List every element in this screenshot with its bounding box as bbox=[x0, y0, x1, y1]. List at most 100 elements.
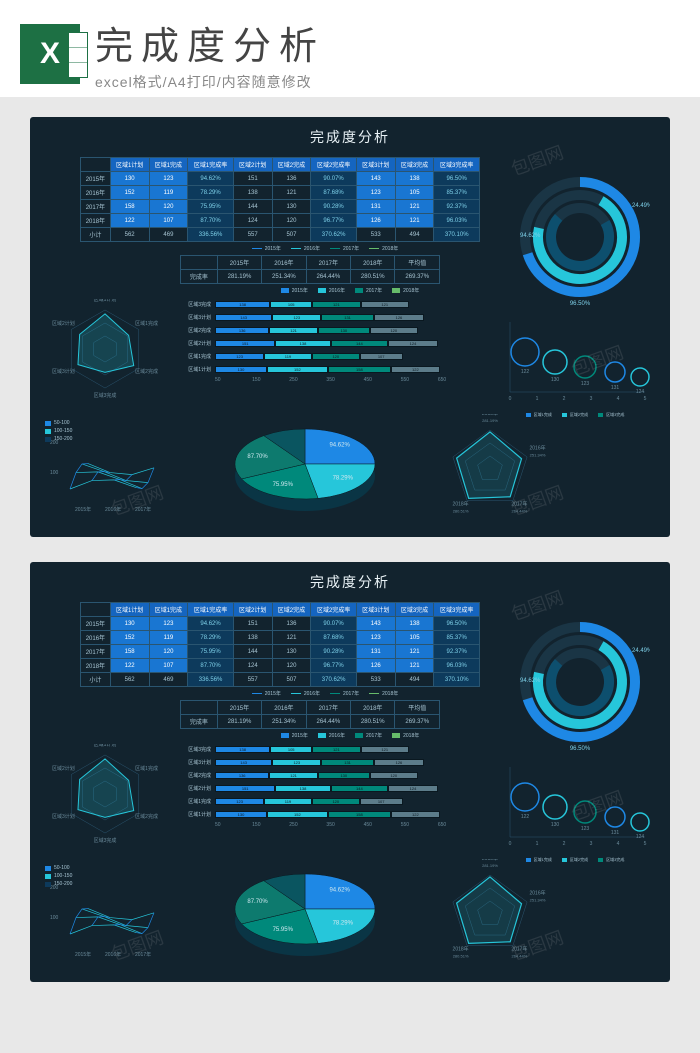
table-header: 区域3完成率 bbox=[434, 158, 480, 172]
donut-chart: 24.49%96.50%94.62% bbox=[510, 612, 650, 752]
table-header: 区域1完成率 bbox=[188, 603, 234, 617]
donut-chart: 24.49%96.50%94.62% bbox=[510, 167, 650, 307]
svg-text:75.95%: 75.95% bbox=[273, 927, 294, 933]
table-cell: 96.03% bbox=[434, 659, 480, 673]
sum-header: 2018年 bbox=[351, 701, 395, 715]
stacked-bar-chart: 区域3完成138105121121区域3计划143123131126区域2完成1… bbox=[175, 299, 475, 399]
table-cell: 533 bbox=[356, 228, 395, 242]
hero-header: X 完成度分析 excel格式/A4打印/内容随意修改 bbox=[0, 0, 700, 97]
table-cell: 2015年 bbox=[81, 172, 111, 186]
sum-cell: 281.19% bbox=[217, 715, 261, 729]
sum-cell: 251.34% bbox=[262, 270, 306, 284]
svg-text:0: 0 bbox=[509, 841, 512, 847]
svg-text:78.29%: 78.29% bbox=[333, 921, 354, 927]
main-data-table: 区域1计划区域1完成区域1完成率区域2计划区域2完成区域2完成率区域3计划区域3… bbox=[80, 602, 480, 687]
radar-chart-2: 2015年281.19%2016年251.34%2017年264.44%2018… bbox=[425, 414, 555, 524]
svg-text:2017年: 2017年 bbox=[511, 500, 527, 507]
hero-subtitle: excel格式/A4打印/内容随意修改 bbox=[95, 72, 325, 92]
table-cell: 121 bbox=[395, 214, 434, 228]
svg-text:2017年: 2017年 bbox=[511, 945, 527, 952]
table-cell: 2016年 bbox=[81, 186, 111, 200]
sum-header: 平均值 bbox=[395, 256, 440, 270]
table-cell: 131 bbox=[356, 645, 395, 659]
svg-text:24.49%: 24.49% bbox=[632, 648, 650, 654]
table-cell: 122 bbox=[110, 659, 149, 673]
pie-3d-chart: 94.62%78.29%75.95%87.70% bbox=[200, 409, 410, 529]
table-header: 区域1完成 bbox=[149, 158, 188, 172]
table-cell: 119 bbox=[149, 186, 188, 200]
table-cell: 121 bbox=[272, 186, 311, 200]
svg-text:2016年: 2016年 bbox=[529, 445, 545, 452]
table-header: 区域1完成率 bbox=[188, 158, 234, 172]
table-cell: 92.37% bbox=[434, 645, 480, 659]
table-cell: 105 bbox=[395, 186, 434, 200]
svg-text:1: 1 bbox=[536, 396, 539, 402]
svg-text:2015年: 2015年 bbox=[482, 414, 498, 417]
table-header: 区域1完成 bbox=[149, 603, 188, 617]
table-cell: 533 bbox=[356, 673, 395, 687]
svg-text:区域1完成: 区域1完成 bbox=[135, 765, 158, 772]
table-header: 区域3完成 bbox=[395, 158, 434, 172]
table-cell: 494 bbox=[395, 673, 434, 687]
sum-header bbox=[181, 256, 218, 270]
svg-text:94.62%: 94.62% bbox=[329, 443, 350, 449]
svg-text:1: 1 bbox=[536, 841, 539, 847]
svg-text:区域2完成: 区域2完成 bbox=[135, 813, 158, 820]
svg-text:124: 124 bbox=[636, 834, 645, 840]
table-cell: 78.29% bbox=[188, 186, 234, 200]
svg-text:区域2计划: 区域2计划 bbox=[52, 320, 75, 327]
table-cell: 562 bbox=[110, 673, 149, 687]
table-cell: 336.56% bbox=[188, 228, 234, 242]
svg-text:5: 5 bbox=[644, 396, 647, 402]
svg-text:87.70%: 87.70% bbox=[247, 454, 268, 460]
svg-text:96.50%: 96.50% bbox=[570, 301, 591, 307]
table-cell: 138 bbox=[233, 631, 272, 645]
table-cell: 469 bbox=[149, 228, 188, 242]
svg-text:94.62%: 94.62% bbox=[520, 678, 541, 684]
surface-chart: 50-100100-150150-2002001002015年2016年2017… bbox=[45, 419, 185, 519]
svg-text:123: 123 bbox=[581, 826, 590, 832]
dashboard-board-1: 完成度分析区域1计划区域1完成区域1完成率区域2计划区域2完成区域2完成率区域3… bbox=[30, 117, 670, 537]
svg-text:2016年: 2016年 bbox=[105, 506, 121, 513]
radar-chart-2: 2015年281.19%2016年251.34%2017年264.44%2018… bbox=[425, 859, 555, 969]
sum-cell: 269.37% bbox=[395, 270, 440, 284]
svg-text:2018年: 2018年 bbox=[453, 500, 469, 507]
table-cell: 123 bbox=[149, 172, 188, 186]
table-cell: 小计 bbox=[81, 673, 111, 687]
svg-text:2016年: 2016年 bbox=[529, 890, 545, 897]
table-header: 区域2完成率 bbox=[311, 603, 357, 617]
excel-icon: X bbox=[20, 24, 80, 84]
svg-text:280.51%: 280.51% bbox=[453, 508, 469, 513]
table-cell: 138 bbox=[395, 617, 434, 631]
table-cell: 121 bbox=[395, 645, 434, 659]
table-cell: 130 bbox=[272, 645, 311, 659]
svg-text:0: 0 bbox=[509, 396, 512, 402]
table-cell: 120 bbox=[272, 659, 311, 673]
svg-text:123: 123 bbox=[581, 381, 590, 387]
svg-text:100: 100 bbox=[50, 915, 59, 921]
table-cell: 78.29% bbox=[188, 631, 234, 645]
svg-text:124: 124 bbox=[636, 389, 645, 395]
table-cell: 94.62% bbox=[188, 172, 234, 186]
svg-text:区域3计划: 区域3计划 bbox=[52, 813, 75, 820]
svg-text:2: 2 bbox=[563, 841, 566, 847]
sum-header: 2016年 bbox=[262, 256, 306, 270]
table-cell: 123 bbox=[356, 186, 395, 200]
table-cell: 130 bbox=[110, 172, 149, 186]
svg-text:130: 130 bbox=[551, 822, 560, 828]
table-cell: 119 bbox=[149, 631, 188, 645]
table-cell: 158 bbox=[110, 645, 149, 659]
svg-text:100: 100 bbox=[50, 470, 59, 476]
table-cell: 92.37% bbox=[434, 200, 480, 214]
svg-text:2015年: 2015年 bbox=[75, 506, 91, 513]
svg-text:130: 130 bbox=[551, 377, 560, 383]
table-header: 区域2计划 bbox=[233, 158, 272, 172]
table-cell: 90.28% bbox=[311, 200, 357, 214]
table-cell: 96.03% bbox=[434, 214, 480, 228]
table-cell: 494 bbox=[395, 228, 434, 242]
table-cell: 87.68% bbox=[311, 186, 357, 200]
sum-cell: 281.19% bbox=[217, 270, 261, 284]
table-cell: 126 bbox=[356, 214, 395, 228]
table-cell: 370.10% bbox=[434, 228, 480, 242]
table-cell: 152 bbox=[110, 631, 149, 645]
